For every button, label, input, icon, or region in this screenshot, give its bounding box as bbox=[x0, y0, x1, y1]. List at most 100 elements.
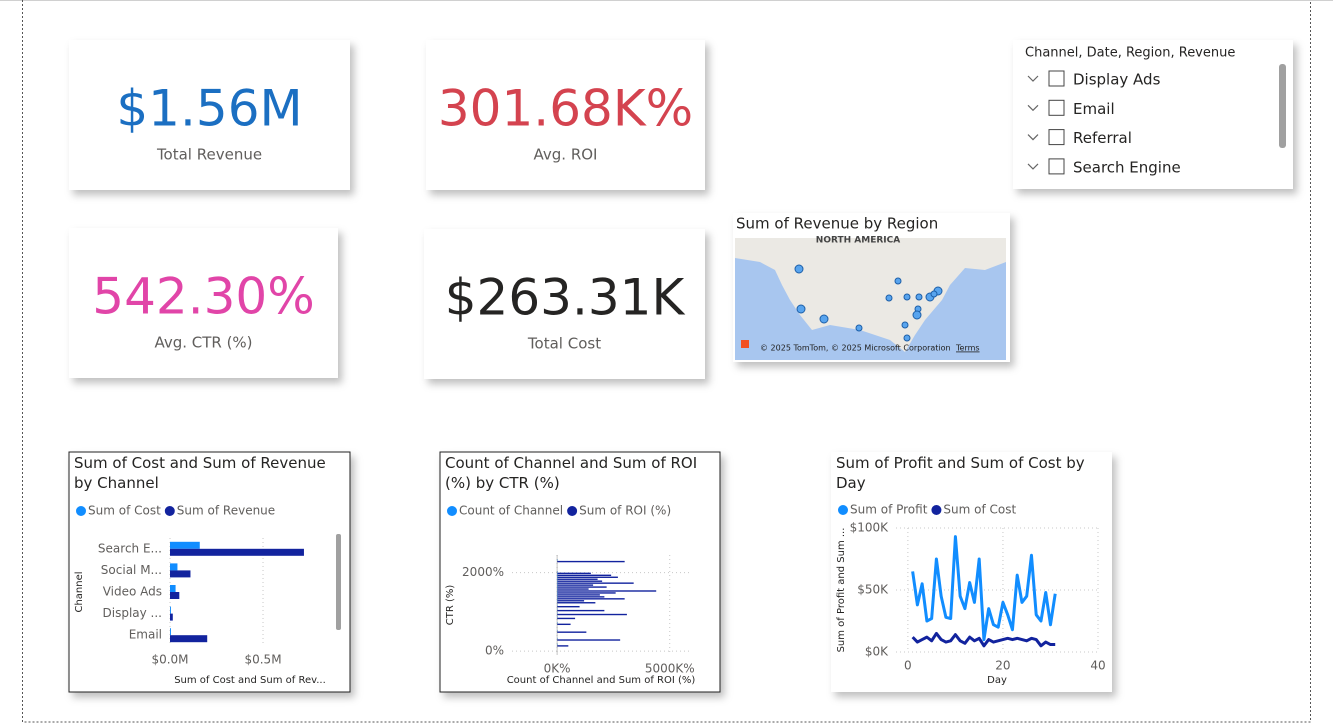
bar bbox=[557, 594, 558, 596]
legend-label: Count of Channel bbox=[459, 504, 563, 518]
bar bbox=[557, 586, 607, 588]
chart-title-box: Sum of Cost and Sum of Revenue by Channe… bbox=[74, 454, 326, 492]
bar bbox=[557, 629, 558, 632]
bar bbox=[557, 590, 657, 592]
scrollbar[interactable] bbox=[336, 534, 341, 630]
bar bbox=[557, 623, 571, 626]
bar bbox=[557, 612, 558, 614]
scrollbar[interactable] bbox=[1279, 64, 1286, 148]
bar bbox=[557, 594, 600, 596]
bar bbox=[557, 598, 558, 600]
bar bbox=[557, 608, 558, 610]
bar bbox=[557, 616, 558, 618]
slicer-item: Display Ads bbox=[1073, 71, 1161, 89]
bar bbox=[557, 586, 558, 589]
x-tick-label: 0K% bbox=[544, 662, 571, 676]
legend-marker bbox=[567, 506, 578, 516]
bar bbox=[557, 605, 580, 608]
map-attribution: © 2025 TomTom, © 2025 Microsoft Corporat… bbox=[760, 344, 951, 353]
legend-label: Sum of Cost bbox=[943, 503, 1016, 517]
bar bbox=[557, 592, 616, 594]
y-tick-label: $0K bbox=[865, 645, 889, 659]
slicer-title: Channel, Date, Region, Revenue bbox=[1025, 46, 1235, 61]
y-tick-label: 0% bbox=[485, 644, 504, 658]
charts: Sum of Cost and Sum of Revenue by Channe… bbox=[68, 451, 1112, 693]
map-region-label: NORTH AMERICA bbox=[816, 236, 900, 246]
chart-title: Count of Channel and Sum of ROI (%) by C… bbox=[445, 454, 698, 492]
card-label: Total Cost bbox=[527, 335, 601, 353]
x-tick-label: 40 bbox=[1090, 659, 1105, 673]
y-tick-label: $100K bbox=[850, 521, 890, 535]
card bbox=[424, 229, 705, 379]
slicer-item: Email bbox=[1073, 100, 1115, 118]
chart-title-box: Sum of Profit and Sum of Cost by Day bbox=[836, 454, 1085, 492]
bar bbox=[170, 570, 191, 578]
x-tick-label: 20 bbox=[995, 659, 1010, 673]
x-axis-title: Count of Channel and Sum of ROI (%) bbox=[507, 675, 696, 686]
bar bbox=[557, 643, 558, 645]
card-label: Avg. CTR (%) bbox=[154, 334, 252, 352]
bar bbox=[170, 606, 171, 614]
bar bbox=[170, 563, 178, 571]
chart-visual bbox=[831, 452, 1112, 692]
line bbox=[911, 631, 1056, 648]
legend-label: Sum of Cost bbox=[88, 504, 161, 518]
map-land bbox=[735, 238, 1006, 352]
bar bbox=[170, 548, 304, 556]
bar bbox=[557, 645, 569, 647]
chart-title: Sum of Cost and Sum of Revenue by Channe… bbox=[74, 454, 326, 492]
bar bbox=[557, 592, 558, 595]
y-tick-label: Search E... bbox=[98, 541, 162, 555]
legend-marker bbox=[931, 505, 942, 515]
bar bbox=[557, 560, 625, 563]
bar bbox=[557, 574, 558, 577]
line bbox=[911, 535, 1057, 642]
card bbox=[69, 40, 350, 190]
x-tick-label: $0.5M bbox=[244, 653, 281, 667]
bar bbox=[557, 609, 605, 612]
bar bbox=[557, 582, 558, 585]
bar bbox=[557, 590, 558, 593]
bar bbox=[170, 628, 171, 636]
card-value: $263.31K bbox=[445, 269, 686, 327]
chart-visual bbox=[439, 451, 721, 693]
bar bbox=[557, 617, 576, 620]
chart-title-box: Count of Channel and Sum of ROI (%) by C… bbox=[445, 454, 698, 492]
card bbox=[426, 40, 705, 190]
bar bbox=[557, 574, 612, 577]
y-tick-label: 2000% bbox=[462, 565, 504, 579]
bar bbox=[557, 576, 558, 579]
bar bbox=[557, 580, 558, 583]
bar bbox=[557, 588, 558, 591]
card-value: 301.68K% bbox=[438, 80, 693, 138]
bar bbox=[557, 631, 587, 633]
bar bbox=[170, 592, 180, 599]
bar bbox=[557, 578, 558, 581]
checkbox[interactable] bbox=[1048, 70, 1065, 87]
cards: $1.56M Total Revenue 301.68K% Avg. ROI 542.3… bbox=[69, 40, 705, 379]
bar bbox=[557, 576, 618, 578]
bar bbox=[557, 596, 558, 598]
x-axis-title: Day bbox=[987, 675, 1007, 686]
y-tick-label: $50K bbox=[857, 583, 889, 597]
chevron bbox=[1027, 163, 1039, 170]
bar bbox=[557, 639, 621, 641]
bar bbox=[557, 613, 627, 616]
chevron bbox=[1027, 75, 1039, 82]
bar bbox=[557, 622, 558, 624]
checkbox[interactable] bbox=[1048, 158, 1065, 175]
map-terms[interactable]: Terms bbox=[955, 344, 980, 353]
checkbox[interactable] bbox=[1048, 129, 1065, 146]
chart-title: Sum of Profit and Sum of Cost by Day bbox=[836, 454, 1085, 492]
card-label: Total Revenue bbox=[156, 146, 262, 164]
bar bbox=[557, 637, 558, 640]
slicer-item: Search Engine bbox=[1073, 158, 1181, 176]
bar bbox=[557, 602, 596, 604]
checkbox[interactable] bbox=[1048, 99, 1065, 116]
bar bbox=[170, 585, 176, 592]
ms-logo bbox=[741, 340, 749, 348]
bar bbox=[557, 596, 605, 598]
bar bbox=[170, 635, 208, 643]
y-axis-title: CTR (%) bbox=[445, 585, 456, 626]
